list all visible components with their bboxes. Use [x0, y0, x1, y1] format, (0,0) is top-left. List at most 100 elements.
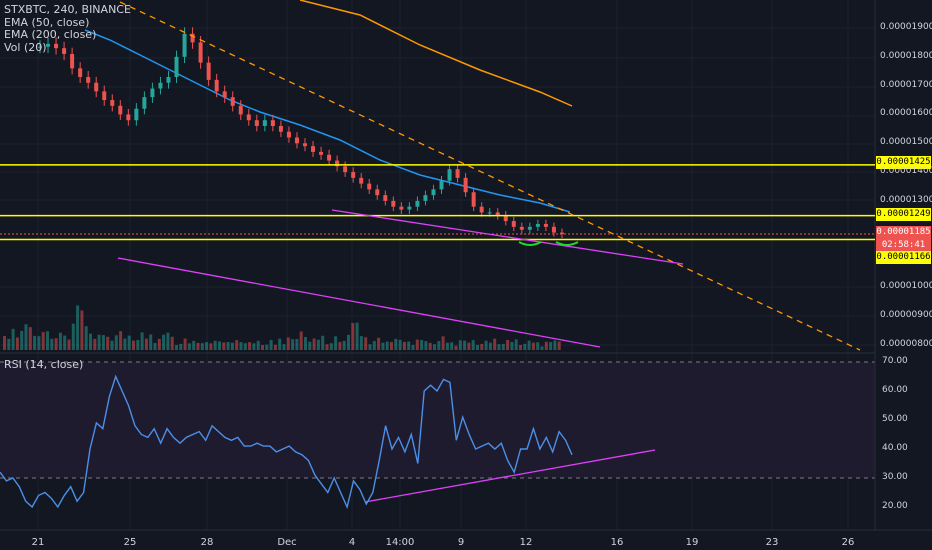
volume-bar [119, 331, 123, 350]
volume-bar [295, 339, 299, 350]
symbol-label[interactable]: STXBTC, 240, BINANCE [4, 3, 131, 16]
candle [110, 100, 115, 106]
volume-bar [523, 343, 527, 350]
volume-bar [299, 331, 303, 350]
volume-bar [514, 339, 518, 350]
candle [431, 189, 436, 196]
volume-bar [506, 339, 510, 350]
candle [559, 232, 564, 235]
ema50-label[interactable]: EMA (50, close) [4, 15, 90, 29]
volume-bar [347, 334, 350, 350]
candle [423, 195, 428, 201]
candle [86, 76, 91, 83]
candle [383, 195, 388, 201]
rsi-label[interactable]: RSI (14, close) [4, 358, 84, 371]
volume-bar [157, 338, 161, 350]
volume-bar [24, 324, 28, 350]
volume-bar [321, 335, 325, 350]
volume-bar [437, 341, 441, 350]
rsi-line [0, 374, 573, 510]
candle [54, 43, 59, 49]
volume-bar [549, 342, 553, 350]
volume-bar [200, 343, 204, 350]
volume-bar [84, 326, 88, 350]
volume-bar [230, 342, 234, 350]
volume-bar [136, 340, 140, 350]
time-tick-label: 19 [685, 537, 699, 548]
volume-bar [355, 322, 359, 350]
volume-bar [106, 336, 110, 350]
price-tick-label: 0.00001000 [880, 281, 932, 292]
volume-bar [71, 323, 75, 350]
candle [206, 62, 211, 80]
volume-bar [101, 335, 105, 350]
volume-bar [209, 343, 213, 350]
volume-bar [192, 340, 196, 350]
candle [158, 82, 163, 89]
candle [214, 79, 219, 92]
candle [62, 48, 67, 54]
volume-bar [248, 342, 252, 350]
time-tick-label: 25 [123, 537, 137, 548]
candle [118, 105, 123, 115]
volume-bar [480, 343, 484, 350]
candle [278, 125, 283, 132]
volume-bar [80, 310, 84, 350]
candle [38, 46, 42, 48]
volume-bar [359, 336, 363, 350]
price-tick-label: 0.00001600 [880, 108, 932, 119]
candle [303, 143, 307, 147]
candle [551, 226, 556, 233]
candle [367, 183, 372, 190]
volume-bar [63, 335, 67, 350]
price-tick-label: 0.00001900 [880, 22, 932, 32]
ema50-line [84, 29, 571, 213]
time-tick-label: 21 [31, 537, 45, 548]
volume-bar [218, 341, 221, 350]
volume-bar [394, 338, 398, 350]
candle [495, 212, 500, 216]
support-upper-price-label: 0.00001249 [876, 208, 931, 221]
volume-bar [3, 335, 6, 350]
volume-bar [304, 337, 307, 350]
volume-bar [278, 338, 282, 350]
rsi-tick-label: 30.00 [882, 472, 908, 482]
volume-bar [334, 336, 338, 350]
ema200-line [299, 0, 573, 107]
volume-label[interactable]: Vol (20) [4, 40, 47, 54]
volume-bar [536, 342, 540, 350]
wedge-lower-trendline [331, 209, 684, 265]
volume-bar [308, 341, 312, 350]
time-tick-label: 12 [519, 537, 533, 548]
volume-bar [50, 338, 54, 350]
volume-bar [454, 345, 458, 350]
volume-bar [342, 340, 346, 350]
price-tick-label: 0.00001700 [880, 79, 932, 90]
resistance-price-label: 0.00001425 [876, 156, 931, 169]
candle [319, 151, 324, 155]
rsi-trendline [364, 449, 656, 503]
volume-bar [540, 346, 544, 350]
volume-bar [140, 332, 144, 350]
volume-bar [256, 340, 260, 350]
volume-bar [144, 338, 148, 350]
time-tick-label: 9 [457, 537, 465, 548]
volume-bar [544, 341, 548, 350]
ema200-label[interactable]: EMA (200, close) [4, 28, 97, 41]
volume-bar [269, 339, 273, 350]
candle [70, 53, 75, 69]
volume-bar [291, 339, 295, 350]
volume-bar [445, 342, 449, 350]
price-tick-label: 0.00001400 [880, 166, 932, 177]
candle [359, 177, 364, 184]
current-price-label: 0.00001185 [876, 226, 931, 239]
volume-bar [415, 339, 419, 350]
volume-bar [273, 344, 277, 350]
volume-trendline [117, 257, 601, 348]
volume-bar [67, 339, 71, 350]
volume-bar [484, 340, 488, 350]
candle [254, 120, 259, 126]
candle [166, 76, 171, 83]
volume-bar [368, 344, 372, 350]
